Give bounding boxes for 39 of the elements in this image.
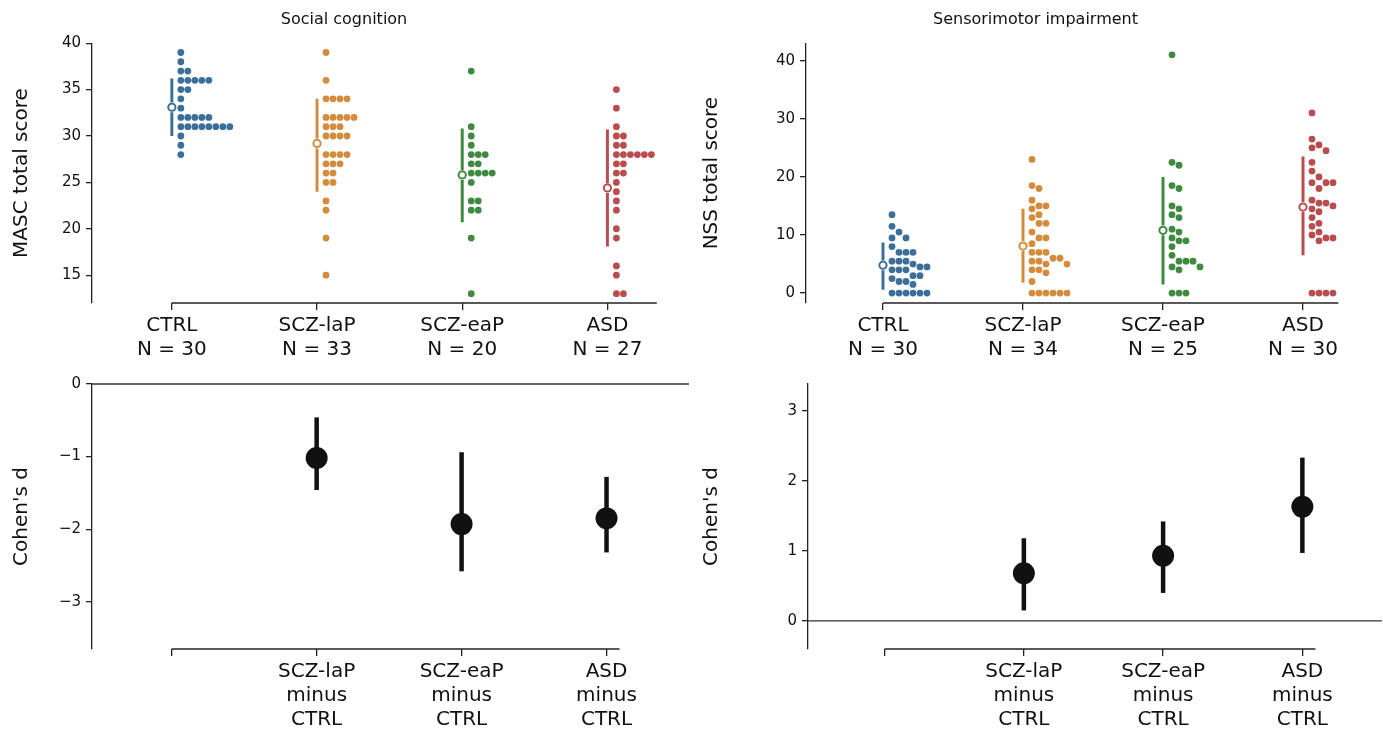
y-tick-label: 20: [61, 218, 81, 237]
x-tick-label: SCZ-eaP minus CTRL: [1121, 658, 1206, 731]
y-tick-label: 1: [787, 540, 797, 559]
x-tick-label: SCZ-eaP minus CTRL: [419, 658, 504, 731]
y-axis-title: MASC total score: [8, 88, 33, 258]
y-tick-label: 2: [787, 470, 797, 489]
x-tick-label: CTRL N = 30: [136, 312, 207, 361]
y-tick-label: 30: [61, 125, 81, 144]
chart-title: Social cognition: [280, 8, 408, 28]
x-tick-label: SCZ-eaP N = 25: [1121, 312, 1205, 361]
x-tick-label: ASD minus CTRL: [576, 658, 637, 731]
x-tick-label: ASD N = 27: [572, 312, 643, 361]
y-tick-label: −3: [58, 591, 81, 610]
y-tick-label: 3: [787, 400, 797, 419]
x-tick-label: CTRL N = 30: [848, 312, 918, 361]
y-tick-label: 30: [775, 108, 795, 127]
y-tick-label: 40: [61, 33, 81, 52]
y-axis-title: Cohen's d: [8, 467, 33, 566]
chart-title: Sensorimotor impairment: [933, 8, 1138, 28]
y-tick-label: 15: [61, 265, 81, 284]
x-tick-label: SCZ-laP N = 33: [278, 312, 356, 361]
y-tick-label: 0: [787, 610, 797, 629]
y-tick-label: 10: [775, 224, 795, 243]
y-axis-title: Cohen's d: [698, 467, 723, 566]
y-axis-title: NSS total score: [698, 96, 723, 250]
y-tick-label: 25: [61, 172, 81, 191]
x-tick-label: SCZ-laP minus CTRL: [278, 658, 356, 731]
y-tick-label: 0: [785, 283, 795, 302]
y-tick-label: −2: [58, 519, 81, 538]
y-tick-label: −1: [58, 446, 81, 465]
x-tick-label: ASD N = 30: [1268, 312, 1338, 361]
x-tick-label: ASD minus CTRL: [1271, 658, 1333, 731]
x-tick-label: SCZ-laP minus CTRL: [985, 658, 1063, 731]
y-tick-label: 20: [775, 166, 795, 185]
x-tick-label: SCZ-eaP N = 20: [420, 312, 505, 361]
y-tick-label: 40: [775, 50, 795, 69]
x-tick-label: SCZ-laP N = 34: [984, 312, 1062, 361]
y-tick-label: 35: [61, 79, 81, 98]
y-tick-label: 0: [71, 373, 81, 392]
